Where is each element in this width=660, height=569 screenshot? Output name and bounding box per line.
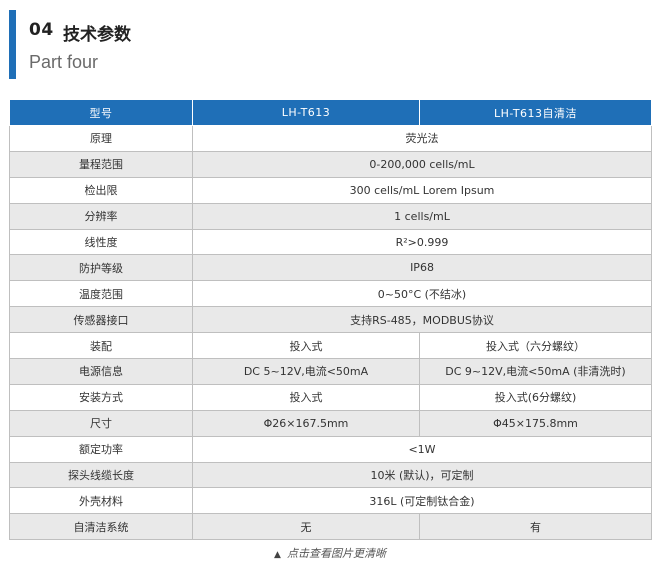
param-value-self-cleaning: Φ45×175.8mm: [419, 409, 652, 437]
table-row: 装配 投入式 投入式（六分螺纹）: [9, 332, 652, 360]
section-number: 04: [29, 20, 54, 40]
param-value-self-cleaning: 有: [419, 513, 652, 541]
table-header-row: 型号 LH-T613 LH-T613自清洁: [9, 99, 652, 126]
param-label: 自清洁系统: [9, 513, 193, 541]
param-label: 额定功率: [9, 435, 193, 463]
table-row: 电源信息 DC 5~12V,电流<50mA DC 9~12V,电流<50mA (非清…: [9, 358, 652, 385]
param-value: 0~50°C (不结冰): [192, 280, 652, 308]
param-value-standard: 投入式: [192, 332, 420, 360]
param-label: 传感器接口: [9, 306, 193, 334]
triangle-up-icon: ▲: [274, 550, 281, 560]
param-label: 原理: [9, 125, 193, 152]
param-value-standard: 无: [192, 513, 420, 541]
table-row: 线性度 R²>0.999: [9, 228, 652, 256]
param-value-self-cleaning: 投入式(6分螺纹): [419, 383, 652, 411]
param-label: 量程范围: [9, 150, 193, 178]
param-value-self-cleaning: DC 9~12V,电流<50mA (非清洗时): [419, 358, 652, 385]
accent-bar: [9, 10, 16, 79]
param-label: 温度范围: [9, 280, 193, 308]
table-row: 检出限 300 cells/mL Lorem Ipsum: [9, 176, 652, 204]
table-row: 安装方式 投入式 投入式(6分螺纹): [9, 383, 652, 411]
footer-note-text: 点击查看图片更清晰: [286, 547, 386, 560]
section-title: 技术参数: [63, 25, 131, 45]
table-row: 传感器接口 支持RS-485，MODBUS协议: [9, 306, 652, 334]
param-value: 316L (可定制钛合金): [192, 487, 652, 515]
table-row: 原理 荧光法: [9, 125, 652, 152]
table-row: 探头线缆长度 10米 (默认)，可定制: [9, 461, 652, 489]
table-row: 分辨率 1 cells/mL: [9, 202, 652, 230]
header-lh-t613-self-cleaning: LH-T613自清洁: [419, 99, 652, 126]
param-label: 尺寸: [9, 409, 193, 437]
param-value-standard: DC 5~12V,电流<50mA: [192, 358, 420, 385]
spec-table-body: 原理 荧光法 量程范围 0-200,000 cells/mL 检出限 300 cells/…: [9, 125, 652, 541]
param-value: 荧光法: [192, 125, 652, 152]
table-row: 额定功率 <1W: [9, 435, 652, 463]
table-row: 尺寸 Φ26×167.5mm Φ45×175.8mm: [9, 409, 652, 437]
header-model: 型号: [9, 99, 193, 126]
param-value-self-cleaning: 投入式（六分螺纹）: [419, 332, 652, 360]
param-label: 线性度: [9, 228, 193, 256]
param-value: 1 cells/mL: [192, 202, 652, 230]
section-header: 04 技术参数 Part four: [9, 10, 649, 79]
param-label: 防护等级: [9, 254, 193, 282]
param-value: 支持RS-485，MODBUS协议: [192, 306, 652, 334]
param-value: 0-200,000 cells/mL: [192, 150, 652, 178]
param-value: <1W: [192, 435, 652, 463]
table-row: 自清洁系统无有: [9, 513, 652, 541]
section-subtitle: Part four: [29, 52, 99, 72]
table-row: 外壳材料 316L (可定制钛合金): [9, 487, 652, 515]
table-row: 防护等级 IP68: [9, 254, 652, 282]
param-value-standard: 投入式: [192, 383, 420, 411]
table-row: 温度范围 0~50°C (不结冰): [9, 280, 652, 308]
param-value: 10米 (默认)，可定制: [192, 461, 652, 489]
param-value: 300 cells/mL Lorem Ipsum: [192, 176, 652, 204]
param-label: 装配: [9, 332, 193, 360]
param-label: 检出限: [9, 176, 193, 204]
table-row: 量程范围 0-200,000 cells/mL: [9, 150, 652, 178]
param-label: 分辨率: [9, 202, 193, 230]
param-value-standard: Φ26×167.5mm: [192, 409, 420, 437]
spec-table: 型号 LH-T613 LH-T613自清洁 原理 荧光法 量程范围 0-200,000…: [9, 99, 652, 541]
header-lh-t613: LH-T613: [192, 99, 420, 126]
param-label: 外壳材料: [9, 487, 193, 515]
param-value: R²>0.999: [192, 228, 652, 256]
param-label: 探头线缆长度: [9, 461, 193, 489]
view-larger-link[interactable]: ▲ 点击查看图片更清晰: [0, 545, 660, 561]
param-value: IP68: [192, 254, 652, 282]
param-label: 安装方式: [9, 383, 193, 411]
param-label: 电源信息: [9, 358, 193, 385]
